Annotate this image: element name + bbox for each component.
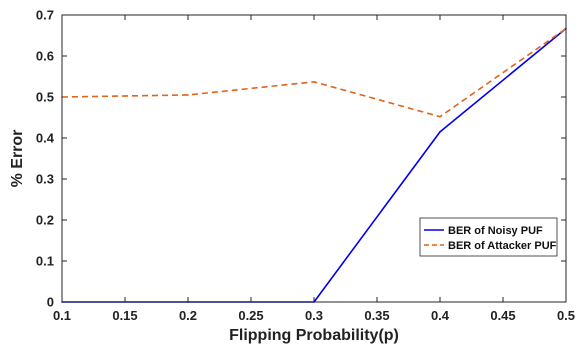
- x-axis-title: Flipping Probability(p): [229, 327, 399, 344]
- x-tick-label: 0.4: [431, 308, 450, 323]
- data-point: [187, 94, 189, 96]
- y-tick-label: 0.6: [36, 49, 54, 64]
- legend-box: [419, 217, 558, 257]
- y-tick-label: 0.2: [36, 213, 54, 228]
- x-tick-label: 0.5: [557, 308, 575, 323]
- legend-label-noisy-puf: BER of Noisy PUF: [448, 225, 543, 237]
- data-point: [313, 81, 315, 83]
- x-tick-label: 0.2: [179, 308, 197, 323]
- y-axis-title: % Error: [9, 130, 26, 188]
- y-tick-label: 0.4: [36, 131, 55, 146]
- plot-area-frame: [61, 14, 567, 303]
- y-tick-label: 0.7: [36, 8, 54, 23]
- y-axis-ticks: 0 0.1 0.2 0.3 0.4 0.5 0.6 0.7: [36, 8, 566, 310]
- data-point: [439, 115, 441, 118]
- legend: BER of Noisy PUF BER of Attacker PUF: [419, 217, 558, 257]
- y-tick-label: 0.5: [36, 90, 54, 105]
- legend-label-attacker-puf: BER of Attacker PUF: [448, 240, 557, 252]
- x-tick-label: 0.25: [238, 308, 263, 323]
- y-tick-label: 0.1: [36, 254, 54, 269]
- y-tick-label: 0.3: [36, 172, 54, 187]
- x-tick-label: 0.15: [112, 308, 137, 323]
- x-tick-label: 0.35: [364, 308, 389, 323]
- x-tick-label: 0.1: [53, 308, 71, 323]
- x-tick-label: 0.45: [490, 308, 515, 323]
- y-tick-label: 0: [47, 295, 54, 310]
- x-axis-ticks: 0.1 0.15 0.2 0.25 0.3 0.35 0.4 0.45 0.5: [53, 15, 575, 323]
- x-tick-label: 0.3: [305, 308, 323, 323]
- data-point: [439, 131, 441, 133]
